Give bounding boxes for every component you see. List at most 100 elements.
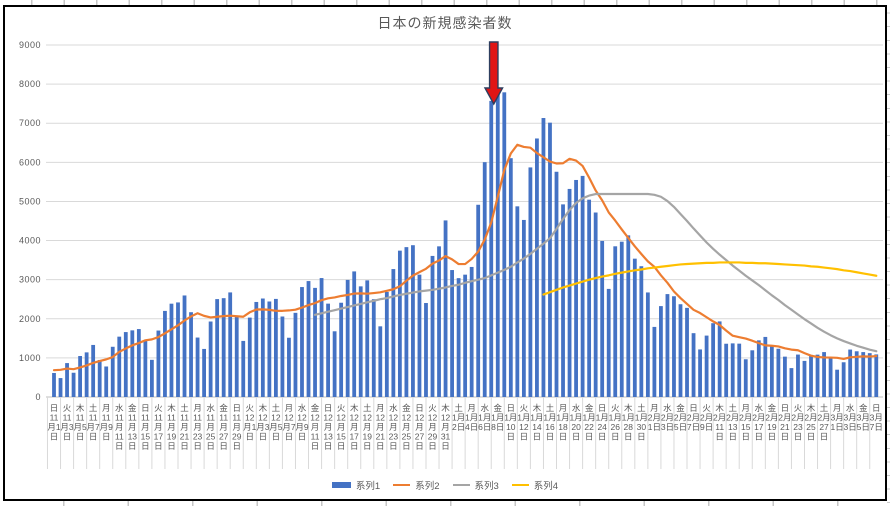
x-tick-label: 金 2月 5日 [674,403,687,432]
bar [737,343,742,397]
bar [189,312,193,397]
bar [548,122,552,397]
bar [593,212,598,397]
bar [273,298,278,397]
x-tick-label: 月 2月 15 日 [739,403,752,442]
bar [580,175,585,397]
bar [411,245,415,397]
y-tick-label: 9000 [19,40,41,50]
bar [515,206,520,397]
spreadsheet-gridlines-bottom [0,501,890,506]
bar [672,296,676,397]
bar [176,302,180,397]
x-tick-label: 木 1月 14 日 [530,403,543,442]
bar [828,357,833,397]
legend-item: 系列1 [331,478,380,492]
y-tick-label: 8000 [19,79,41,89]
legend-label: 系列2 [415,481,440,492]
bar [280,316,285,397]
legend: 系列1 系列2 系列3 系列4 [5,478,885,492]
bar [345,279,350,397]
bar [52,372,56,397]
bar [541,118,546,397]
spreadsheet-gridlines-right [887,0,890,506]
y-tick-label: 7000 [19,118,41,128]
x-tick-label: 月 1月 18 日 [556,403,569,442]
bar [809,354,813,397]
x-tick-label: 水 2月 17 日 [752,403,765,442]
x-tick-label: 土 2月 27 日 [817,403,830,442]
bar [71,372,76,397]
bar [613,246,618,397]
x-tick-label: 火 2月 23 日 [791,403,804,442]
bar [841,362,846,397]
bar [632,258,637,397]
bar [391,269,396,397]
bar [561,204,565,397]
bar [293,312,298,397]
bar [639,266,644,397]
x-tick-label: 土 11 月 21 日 [180,403,190,451]
bar [110,346,115,397]
bar [437,246,441,397]
y-tick-label: 4000 [19,236,41,246]
bar [535,138,539,397]
bar [769,346,774,397]
bar [776,348,781,397]
bar [169,303,174,397]
x-tick-label: 金 11 月 27 日 [219,403,229,451]
legend-line-swatch [452,483,470,487]
x-tick-label: 木 12 月3 日 [256,403,270,442]
bar [665,294,670,397]
bar [234,316,239,397]
bar [300,287,304,397]
bar [835,369,840,397]
bar [84,352,89,397]
x-tick-label: 木 11 月 19 日 [167,403,177,451]
x-tick-label: 日 11 月1 日 [47,403,61,442]
x-tick-label: 日 2月 21 日 [778,403,791,442]
x-tick-label: 金 2月 19 日 [765,403,778,442]
x-tick-label: 土 1月 16 日 [543,403,556,442]
bar [756,340,761,397]
x-tick-label: 水 1月 20 日 [569,403,582,442]
x-tick-label: 月 11 月9 日 [100,403,114,442]
bar [365,280,370,397]
x-tick-label: 水 1月 6日 [478,403,491,432]
bar [58,378,63,397]
series-line [542,261,878,296]
bar [149,359,154,397]
y-tick-label: 1000 [19,353,41,363]
bar [397,250,402,397]
bar [228,292,233,397]
x-tick-label: 金 1月 8日 [491,403,504,432]
bar [215,299,220,397]
bar [404,247,409,397]
y-tick-label: 0 [35,392,41,402]
x-tick-label: 月 12 月 21 日 [376,403,386,451]
x-tick-label: 木 2月 11 日 [713,403,726,442]
bar [750,350,755,397]
x-tick-label: 金 12 月 11 日 [310,403,320,451]
bar [802,360,807,397]
legend-bar-swatch [331,481,351,489]
bar [254,301,259,397]
bar [704,335,709,397]
chart-title: 日本の新規感染者数 [377,15,513,31]
bar [287,337,291,397]
x-tick-label: 水 12 月9 日 [295,403,309,442]
bar [528,167,533,397]
spreadsheet-gridlines-top [0,0,890,5]
bar [339,302,344,397]
bar [163,310,167,397]
x-tick-label: 木 12 月 31 日 [441,403,451,451]
bar [678,304,683,397]
bar [417,274,422,397]
x-tick-label: 日 11 月 15 日 [141,403,151,451]
bar [724,343,729,397]
x-tick-label: 月 11 月 23 日 [193,403,203,451]
bar [450,270,454,397]
series-line [52,143,878,372]
chart-object[interactable]: 0 1000 2000 3000 4000 5000 6000 7000 8000 9000 日 11… [3,5,887,501]
bar [371,299,376,397]
